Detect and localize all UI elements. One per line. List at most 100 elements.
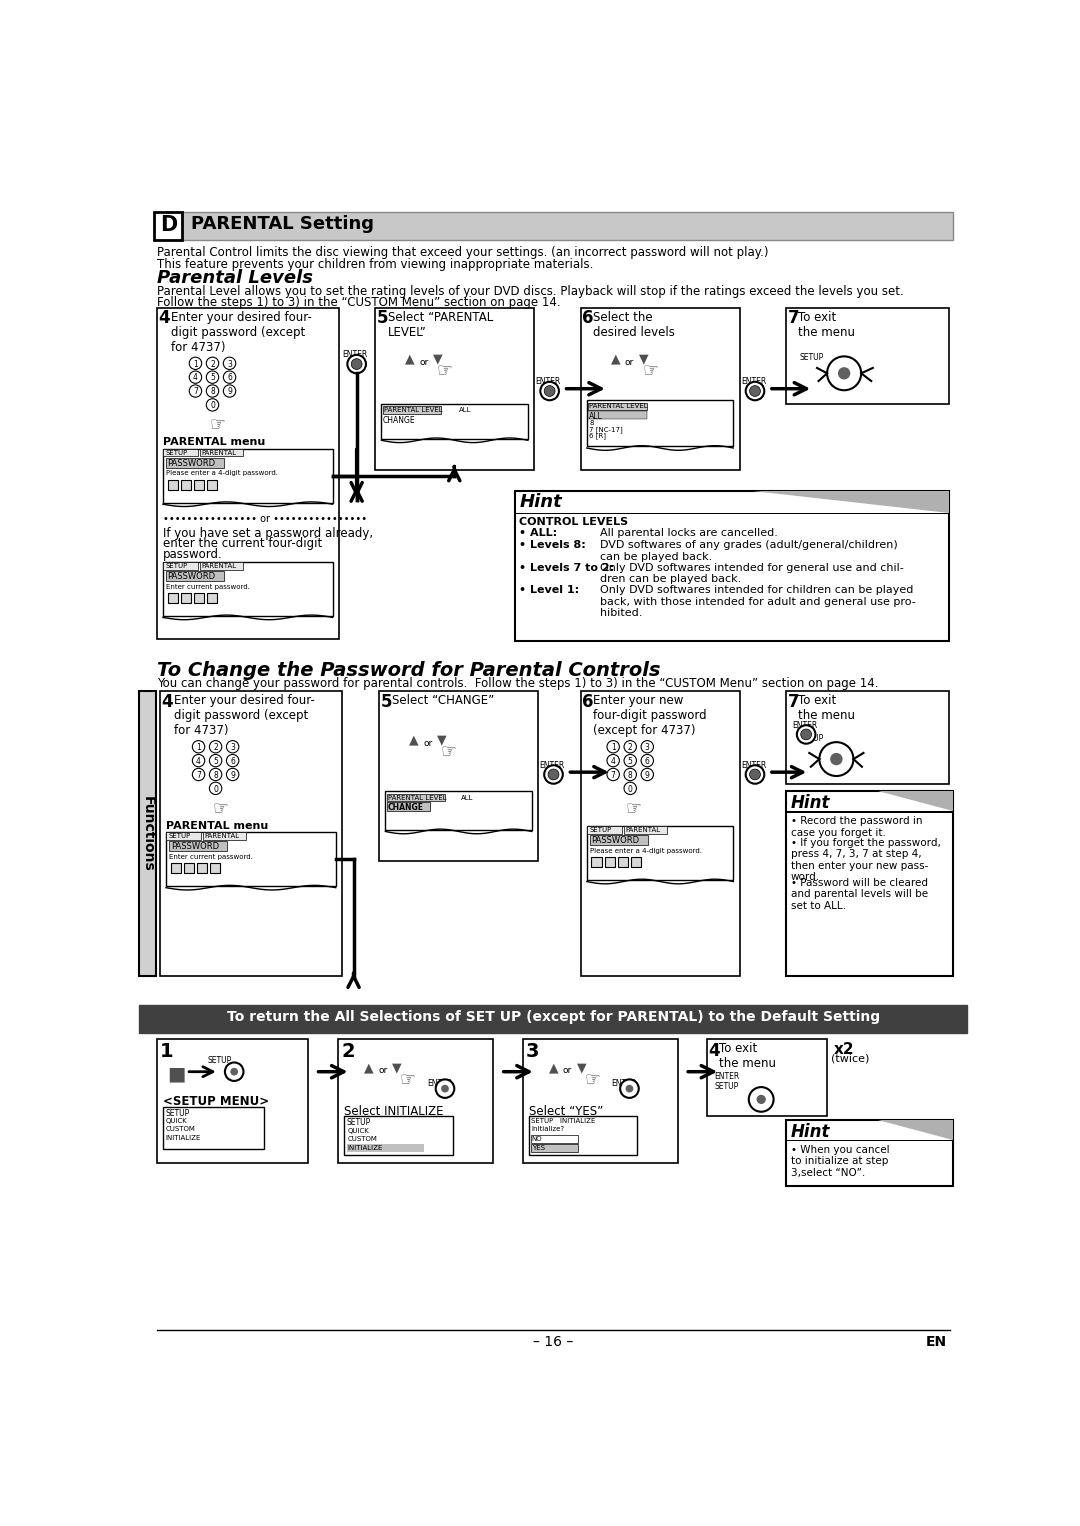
Circle shape — [750, 386, 760, 397]
Bar — [167, 479, 177, 490]
Circle shape — [206, 398, 218, 410]
Text: 7: 7 — [197, 771, 201, 780]
Text: To exit
the menu: To exit the menu — [719, 1042, 777, 1070]
Text: Hint: Hint — [791, 794, 831, 812]
Polygon shape — [878, 1120, 953, 1140]
Circle shape — [189, 357, 202, 369]
Text: 3: 3 — [227, 360, 232, 369]
Text: ENTER: ENTER — [741, 377, 767, 386]
Circle shape — [227, 768, 239, 781]
Text: PARENTAL Setting: PARENTAL Setting — [191, 215, 374, 233]
Text: 5: 5 — [377, 310, 389, 328]
Bar — [631, 858, 642, 867]
Circle shape — [607, 740, 619, 752]
Text: ENTER: ENTER — [611, 1079, 637, 1088]
Text: SETUP: SETUP — [800, 734, 824, 743]
Text: 6: 6 — [227, 374, 232, 383]
Text: 5: 5 — [627, 757, 633, 766]
Circle shape — [745, 382, 765, 400]
Polygon shape — [878, 792, 953, 812]
Text: D: D — [160, 215, 177, 235]
Text: PARENTAL LEVEL: PARENTAL LEVEL — [590, 403, 648, 409]
Text: 1: 1 — [160, 1042, 174, 1061]
Circle shape — [620, 1079, 638, 1097]
Bar — [523, 1039, 677, 1163]
Text: 1: 1 — [197, 743, 201, 752]
Circle shape — [750, 769, 760, 780]
Circle shape — [642, 768, 653, 781]
Text: or: or — [419, 359, 429, 366]
Text: NO: NO — [531, 1135, 542, 1141]
Text: Enter your desired four-
digit password (except
for 4737): Enter your desired four- digit password … — [171, 311, 311, 354]
Text: PARENTAL menu: PARENTAL menu — [166, 821, 268, 830]
Text: SETUP: SETUP — [165, 450, 188, 456]
Text: DVD softwares of any grades (adult/general/children)
can be played back.: DVD softwares of any grades (adult/gener… — [600, 540, 897, 562]
Text: ENTER: ENTER — [536, 377, 561, 386]
Text: ALL: ALL — [460, 795, 473, 801]
Text: Enter your desired four-
digit password (except
for 4737): Enter your desired four- digit password … — [174, 694, 314, 737]
Bar — [786, 1120, 953, 1186]
Text: SETUP: SETUP — [168, 833, 190, 839]
Text: • Levels 7 to 2:: • Levels 7 to 2: — [519, 563, 615, 572]
Bar — [707, 1039, 827, 1117]
Text: All parental locks are cancelled.: All parental locks are cancelled. — [600, 528, 778, 539]
Text: 8: 8 — [213, 771, 218, 780]
Text: ☞: ☞ — [584, 1070, 600, 1088]
Text: Only DVD softwares intended for children can be played
back, with those intended: Only DVD softwares intended for children… — [600, 584, 916, 618]
Bar — [163, 1108, 264, 1149]
Text: 4: 4 — [197, 757, 201, 766]
Bar — [160, 691, 342, 977]
Text: ☞: ☞ — [210, 415, 226, 433]
Text: To exit
the menu: To exit the menu — [798, 694, 855, 722]
Circle shape — [827, 357, 861, 391]
Circle shape — [624, 740, 636, 752]
Bar — [200, 562, 243, 569]
Text: SETUP: SETUP — [165, 1109, 189, 1117]
Bar — [166, 571, 225, 581]
Text: 0: 0 — [211, 401, 215, 410]
Text: PASSWORD: PASSWORD — [167, 572, 216, 581]
Text: Select “YES”: Select “YES” — [529, 1105, 603, 1119]
Circle shape — [224, 357, 235, 369]
Text: Functions: Functions — [140, 797, 154, 871]
Text: • Level 1:: • Level 1: — [519, 584, 580, 595]
Text: ENTER: ENTER — [540, 760, 565, 769]
Text: 6: 6 — [582, 693, 594, 711]
Circle shape — [230, 1068, 238, 1076]
Bar — [180, 592, 191, 603]
Text: 2: 2 — [341, 1042, 354, 1061]
Text: ▼: ▼ — [437, 734, 447, 746]
Text: • If you forget the password,
press 4, 7, 3, 7 at step 4,
then enter your new pa: • If you forget the password, press 4, 7… — [791, 838, 941, 882]
Text: 4: 4 — [159, 310, 170, 328]
Text: 5: 5 — [211, 374, 215, 383]
Text: 8: 8 — [627, 771, 633, 780]
Bar — [586, 826, 622, 833]
Text: Please enter a 4-digit password.: Please enter a 4-digit password. — [590, 847, 702, 853]
Text: SETUP: SETUP — [165, 563, 188, 569]
Bar — [589, 410, 647, 418]
Text: Parental Control limits the disc viewing that exceed your settings. (an incorrec: Parental Control limits the disc viewing… — [157, 246, 768, 259]
Bar — [347, 1144, 424, 1152]
Text: PARENTAL: PARENTAL — [625, 827, 661, 833]
Text: ☞: ☞ — [441, 743, 457, 761]
Text: ☞: ☞ — [643, 362, 659, 380]
Bar — [589, 403, 647, 410]
Text: ▼: ▼ — [433, 353, 443, 366]
Bar — [163, 449, 333, 502]
Bar — [166, 832, 201, 839]
Text: ALL: ALL — [590, 412, 603, 421]
Circle shape — [210, 754, 221, 766]
Text: Enter current password.: Enter current password. — [166, 583, 249, 589]
Bar — [531, 1135, 578, 1143]
Text: • Record the password in
case you forget it.: • Record the password in case you forget… — [791, 816, 922, 838]
Text: QUICK: QUICK — [165, 1119, 187, 1125]
Circle shape — [831, 752, 842, 765]
Text: 9: 9 — [645, 771, 650, 780]
Circle shape — [544, 765, 563, 784]
Text: ▲: ▲ — [405, 353, 415, 366]
Bar — [515, 513, 948, 514]
Text: ENTER: ENTER — [741, 760, 767, 769]
Text: Parental Levels: Parental Levels — [157, 270, 313, 287]
Bar — [154, 212, 183, 240]
Text: • Password will be cleared
and parental levels will be
set to ALL.: • Password will be cleared and parental … — [791, 877, 928, 911]
